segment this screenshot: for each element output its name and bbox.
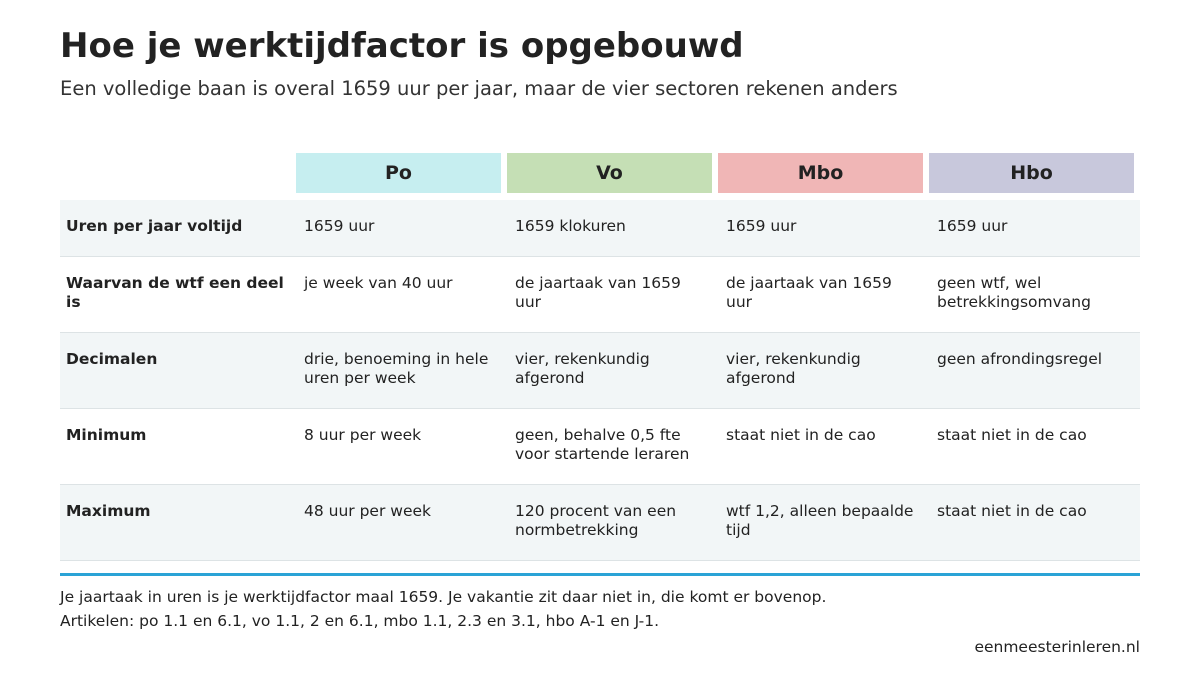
table-cell: 1659 klokuren xyxy=(515,217,626,235)
table-cell: staat niet in de cao xyxy=(937,502,1087,520)
column-header: Po xyxy=(296,153,501,193)
table-cell: vier, rekenkundig afgerond xyxy=(726,350,861,387)
table-cell: 120 procent van een normbetrekking xyxy=(515,502,677,539)
table-cell: 1659 uur xyxy=(304,217,375,235)
table-cell: de jaartaak van 1659 uur xyxy=(515,274,681,311)
column-header: Hbo xyxy=(929,153,1134,193)
column-header: Vo xyxy=(507,153,712,193)
table-cell: 1659 uur xyxy=(726,217,797,235)
table-cell: drie, benoeming in hele uren per week xyxy=(304,350,489,387)
column-header: Mbo xyxy=(718,153,923,193)
table-cell: 1659 uur xyxy=(937,217,1008,235)
table-cell: 48 uur per week xyxy=(304,502,431,520)
row-label: Uren per jaar voltijd xyxy=(66,217,243,235)
table-cell: staat niet in de cao xyxy=(937,426,1087,444)
table-row xyxy=(60,200,1140,257)
table-row xyxy=(60,333,1140,409)
table-cell: wtf 1,2, alleen bepaalde tijd xyxy=(726,502,914,539)
table-cell: geen wtf, wel betrekkingsomvang xyxy=(937,274,1091,311)
row-label: Maximum xyxy=(66,502,151,520)
row-label: Waarvan de wtf een deel is xyxy=(66,274,284,311)
table-cell: je week van 40 uur xyxy=(304,274,453,292)
footnote: Je jaartaak in uren is je werktijdfactor… xyxy=(60,588,827,606)
footnote: Artikelen: po 1.1 en 6.1, vo 1.1, 2 en 6… xyxy=(60,612,660,630)
row-label: Decimalen xyxy=(66,350,158,368)
table-row xyxy=(60,409,1140,485)
table-cell: staat niet in de cao xyxy=(726,426,876,444)
table-row xyxy=(60,257,1140,333)
table-cell: 8 uur per week xyxy=(304,426,422,444)
table-cell: geen, behalve 0,5 fte voor startende ler… xyxy=(515,426,690,463)
table-cell: de jaartaak van 1659 uur xyxy=(726,274,892,311)
title: Hoe je werktijdfactor is opgebouwd xyxy=(60,26,744,66)
row-label: Minimum xyxy=(66,426,147,444)
source: eenmeesterinleren.nl xyxy=(974,638,1140,656)
divider xyxy=(60,573,1140,576)
table-cell: vier, rekenkundig afgerond xyxy=(515,350,650,387)
subtitle: Een volledige baan is overal 1659 uur pe… xyxy=(60,77,898,100)
table-row xyxy=(60,485,1140,561)
table-cell: geen afrondingsregel xyxy=(937,350,1103,368)
